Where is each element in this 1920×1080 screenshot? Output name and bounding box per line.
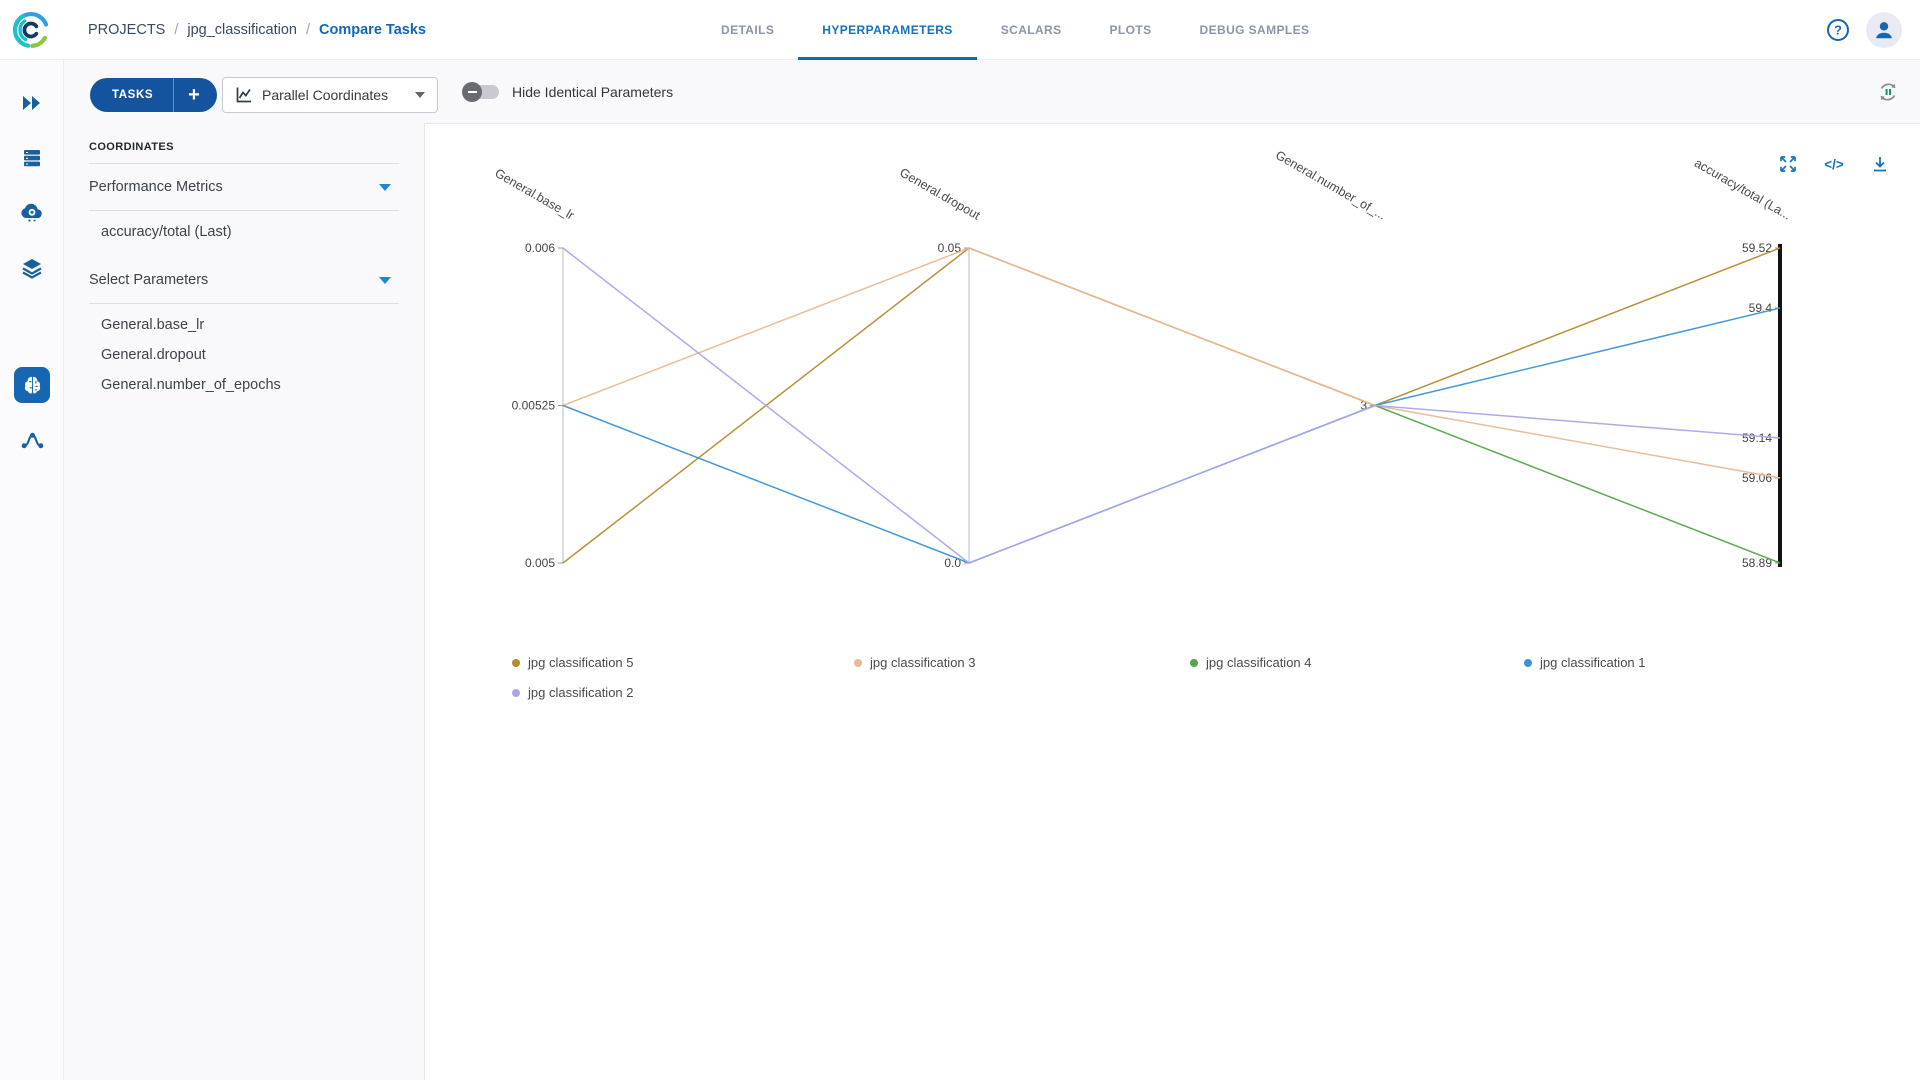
series-line-jpg-classification-5 xyxy=(562,247,1781,564)
tasks-button-group: TASKS + xyxy=(90,78,217,112)
line-chart-icon xyxy=(236,87,251,103)
help-icon[interactable]: ? xyxy=(1826,18,1850,42)
legend-item-jpg-classification-4[interactable]: jpg classification 4 xyxy=(1190,655,1312,670)
coordinate-item-accuracy-total-last-[interactable]: accuracy/total (Last) xyxy=(101,224,232,240)
breadcrumb-item-compare-tasks[interactable]: Compare Tasks xyxy=(319,22,426,38)
chart-actions: </> xyxy=(1778,154,1890,174)
chevron-down-icon xyxy=(379,183,391,191)
series-line-jpg-classification-4 xyxy=(1374,404,1781,564)
coordinates-panel-title: COORDINATES xyxy=(89,141,174,153)
coordinate-item-general-dropout[interactable]: General.dropout xyxy=(101,347,206,363)
section-label: Select Parameters xyxy=(89,272,209,288)
tick-label-base_lr: 0.00525 xyxy=(512,399,556,413)
hide-identical-toggle[interactable] xyxy=(462,81,499,102)
user-avatar-icon[interactable] xyxy=(1866,12,1902,48)
coordinate-item-general-base-lr[interactable]: General.base_lr xyxy=(101,317,205,333)
axis-label-base_lr[interactable]: General.base_lr xyxy=(492,166,576,223)
section-header-select-parameters[interactable]: Select Parameters xyxy=(89,257,399,303)
tick-label-dropout: 0.0 xyxy=(944,556,961,570)
legend-item-jpg-classification-5[interactable]: jpg classification 5 xyxy=(512,655,634,670)
experiments-icon[interactable] xyxy=(14,367,50,403)
section-label: Performance Metrics xyxy=(89,179,223,195)
breadcrumb: PROJECTS / jpg_classification / Compare Task… xyxy=(88,0,426,60)
queues-icon[interactable] xyxy=(14,140,50,176)
chevron-down-icon xyxy=(415,92,425,98)
tick-label-base_lr: 0.006 xyxy=(525,241,555,255)
tick-label-accuracy: 59.14 xyxy=(1742,431,1772,445)
parallel-coordinates-card: </> 0.005 0.00525 0.006 General.base_lr 0.0 0… xyxy=(425,123,1920,1080)
apps-icon[interactable] xyxy=(14,195,50,231)
maximize-icon[interactable] xyxy=(1778,154,1798,174)
tick-label-base_lr: 0.005 xyxy=(525,556,555,570)
legend-color-dot xyxy=(512,688,520,697)
section-header-performance-metrics[interactable]: Performance Metrics xyxy=(89,164,399,210)
app-header: PROJECTS / jpg_classification / Compare Task… xyxy=(0,0,1920,60)
legend-color-dot xyxy=(1524,658,1532,667)
dashboard-icon[interactable] xyxy=(14,85,50,121)
legend-item-jpg-classification-2[interactable]: jpg classification 2 xyxy=(512,685,634,700)
tick-label-epochs: 3 xyxy=(1360,399,1367,413)
tab-debug-samples[interactable]: DEBUG SAMPLES xyxy=(1199,23,1310,37)
breadcrumb-item-jpg-classification[interactable]: jpg_classification xyxy=(187,22,297,38)
compare-toolbar: TASKS + Parallel Coordinates Hide Identi… xyxy=(64,60,1920,123)
datasets-icon[interactable] xyxy=(14,250,50,286)
axis-label-epochs[interactable]: General.number_of_... xyxy=(1273,148,1388,223)
axis-label-accuracy[interactable]: accuracy/total (La... xyxy=(1692,156,1793,223)
axis-label-dropout[interactable]: General.dropout xyxy=(897,165,983,223)
clearml-logo[interactable] xyxy=(10,9,52,51)
series-line-jpg-classification-2 xyxy=(562,247,1781,564)
coordinates-panel: COORDINATES Performance Metrics accuracy/… xyxy=(64,123,425,1080)
view-selector-value: Parallel Coordinates xyxy=(262,87,389,103)
tab-plots[interactable]: PLOTS xyxy=(1109,23,1152,37)
view-selector-dropdown[interactable]: Parallel Coordinates xyxy=(222,77,438,113)
download-icon[interactable] xyxy=(1870,154,1890,174)
add-task-button[interactable]: + xyxy=(188,83,200,106)
side-nav-rail xyxy=(0,60,64,1080)
chevron-down-icon xyxy=(379,276,391,284)
parallel-coordinates-plot[interactable]: 0.005 0.00525 0.006 General.base_lr 0.0 0.05 G… xyxy=(425,124,1920,644)
tab-hyperparameters[interactable]: HYPERPARAMETERS xyxy=(798,0,978,60)
tab-scalars[interactable]: SCALARS xyxy=(1000,23,1062,37)
svg-text:?: ? xyxy=(1834,23,1842,38)
legend-label: jpg classification 2 xyxy=(528,685,634,700)
hide-identical-label: Hide Identical Parameters xyxy=(512,83,674,100)
tick-label-accuracy: 59.06 xyxy=(1742,471,1772,485)
legend-label: jpg classification 1 xyxy=(1540,655,1646,670)
auto-refresh-icon[interactable] xyxy=(1876,80,1900,104)
tab-details[interactable]: DETAILS xyxy=(721,23,775,37)
legend-color-dot xyxy=(1190,658,1198,667)
legend-color-dot xyxy=(512,658,520,667)
legend-item-jpg-classification-3[interactable]: jpg classification 3 xyxy=(854,655,976,670)
series-line-jpg-classification-3 xyxy=(562,247,1781,479)
legend-label: jpg classification 3 xyxy=(870,655,976,670)
breadcrumb-separator: / xyxy=(306,22,311,38)
series-line-jpg-classification-1 xyxy=(562,307,1781,564)
tick-label-accuracy: 59.52 xyxy=(1742,241,1772,255)
coordinate-item-general-number-of-epochs[interactable]: General.number_of_epochs xyxy=(101,377,281,393)
legend-color-dot xyxy=(854,658,862,667)
legend-label: jpg classification 4 xyxy=(1206,655,1312,670)
tick-label-accuracy: 58.89 xyxy=(1742,556,1772,570)
legend-item-jpg-classification-1[interactable]: jpg classification 1 xyxy=(1524,655,1646,670)
tick-label-dropout: 0.05 xyxy=(938,241,962,255)
embed-code-icon[interactable]: </> xyxy=(1824,156,1844,172)
breadcrumb-item-projects[interactable]: PROJECTS xyxy=(88,22,166,38)
tasks-button[interactable]: TASKS xyxy=(90,78,175,112)
pipelines-icon[interactable] xyxy=(14,422,50,458)
main-tabs: DETAILS HYPERPARAMETERS SCALARS PLOTS DEBUG … xyxy=(697,0,1333,60)
legend-label: jpg classification 5 xyxy=(528,655,634,670)
breadcrumb-separator: / xyxy=(174,22,179,38)
